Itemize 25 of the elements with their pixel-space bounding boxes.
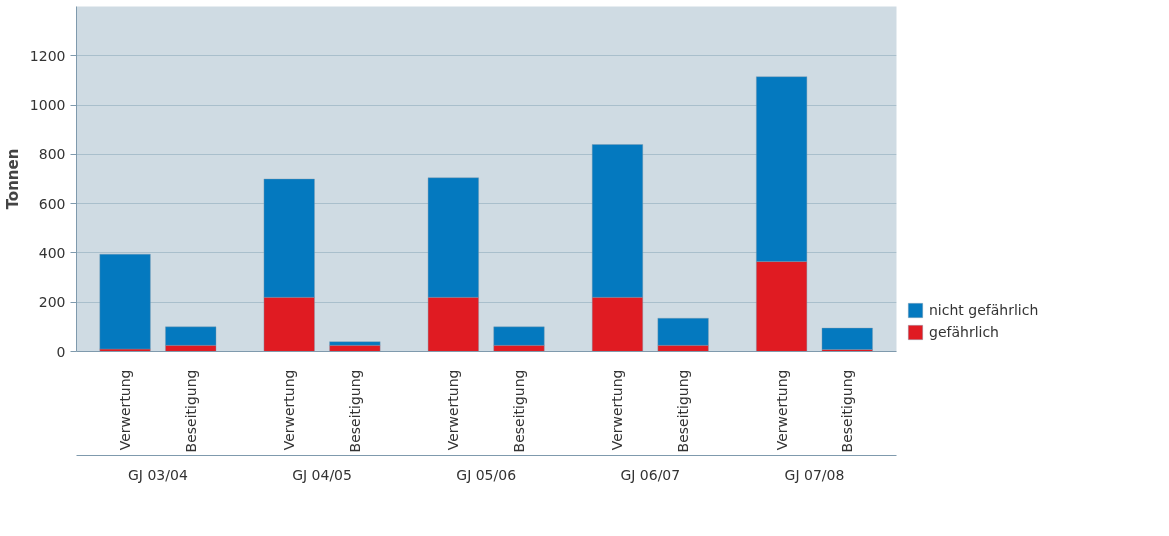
x-tick-label: Beseitigung <box>182 369 199 453</box>
text: GJ 06/07 <box>620 466 681 483</box>
x-tick-label: Verwertung <box>281 369 298 451</box>
x-tick-label: Beseitigung <box>675 369 692 453</box>
legend-label: gefährlich <box>929 324 999 340</box>
y-tick-label: 200 <box>38 294 66 311</box>
text: GJ 04/05 <box>292 466 352 483</box>
y-tick-label: 600 <box>38 195 66 212</box>
y-tick-label: 1200 <box>29 47 66 64</box>
x-tick-label: Beseitigung <box>511 369 527 453</box>
x-tick-label: Beseitigung <box>346 369 363 453</box>
text: GJ 07/08 <box>784 466 845 483</box>
y-tick-label: 400 <box>38 244 66 261</box>
y-tick-label: 1000 <box>29 97 66 114</box>
x-tick-label: Beseitigung <box>839 369 856 453</box>
y-tick-label: 800 <box>38 146 66 163</box>
x-tick-label: Verwertung <box>445 369 462 451</box>
y-axis-title: Tonnen <box>3 148 22 210</box>
legend-label: nicht gefährlich <box>929 302 1039 318</box>
x-tick-label: Verwertung <box>609 369 626 451</box>
x-tick-label: Verwertung <box>773 369 790 451</box>
y-tick-label: 0 <box>56 343 66 360</box>
text: GJ 05/06 <box>456 466 517 483</box>
x-tick-label: Verwertung <box>117 369 134 451</box>
text: GJ 03/04 <box>128 466 188 483</box>
